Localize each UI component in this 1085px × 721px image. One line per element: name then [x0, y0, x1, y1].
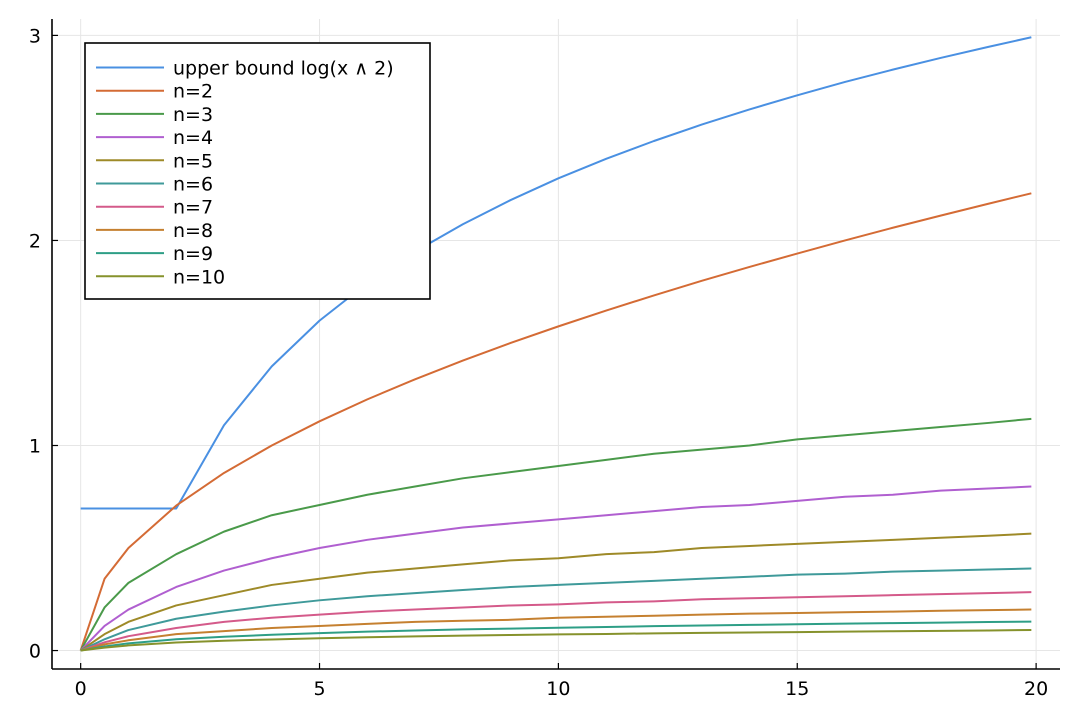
series-line-5 — [80, 532, 1032, 652]
y-tick-label: 2 — [29, 230, 41, 252]
series-line-1 — [80, 36, 1032, 510]
series-line-7 — [80, 591, 1032, 652]
tick-labels: 0 5 10 15 20 0 1 2 3 — [29, 25, 1048, 700]
y-tick-label: 3 — [29, 25, 41, 47]
legend-label: upper bound log(x ∧ 2) — [173, 58, 394, 80]
series-line-2 — [79, 192, 1032, 651]
legend-label: n=2 — [173, 81, 213, 103]
series-line-4 — [79, 485, 1032, 652]
legend-label: n=4 — [173, 127, 213, 149]
series-line-6 — [80, 567, 1032, 652]
legend-box — [84, 42, 431, 300]
x-tick-label: 10 — [546, 678, 570, 700]
series-lines — [79, 36, 1032, 652]
x-tick-label: 5 — [313, 678, 325, 700]
x-tick-label: 0 — [75, 678, 87, 700]
legend: upper bound log(x ∧ 2)n=2n=3n=4n=5n=6n=7… — [84, 42, 431, 300]
legend-label: n=6 — [173, 174, 213, 196]
legend-label: n=7 — [173, 197, 213, 219]
y-tick-label: 1 — [29, 435, 41, 457]
legend-label: n=3 — [173, 104, 213, 126]
legend-label: n=9 — [173, 243, 213, 265]
series-line-8 — [80, 608, 1032, 652]
series-line-10 — [80, 629, 1032, 652]
legend-label: n=8 — [173, 220, 213, 242]
y-tick-label: 0 — [29, 641, 41, 663]
legend-label: n=5 — [173, 150, 213, 172]
series-line-9 — [80, 620, 1032, 652]
series-line-3 — [79, 417, 1032, 652]
x-tick-label: 20 — [1024, 678, 1048, 700]
axes — [51, 19, 1060, 670]
legend-label: n=10 — [173, 266, 225, 288]
x-tick-label: 15 — [785, 678, 809, 700]
